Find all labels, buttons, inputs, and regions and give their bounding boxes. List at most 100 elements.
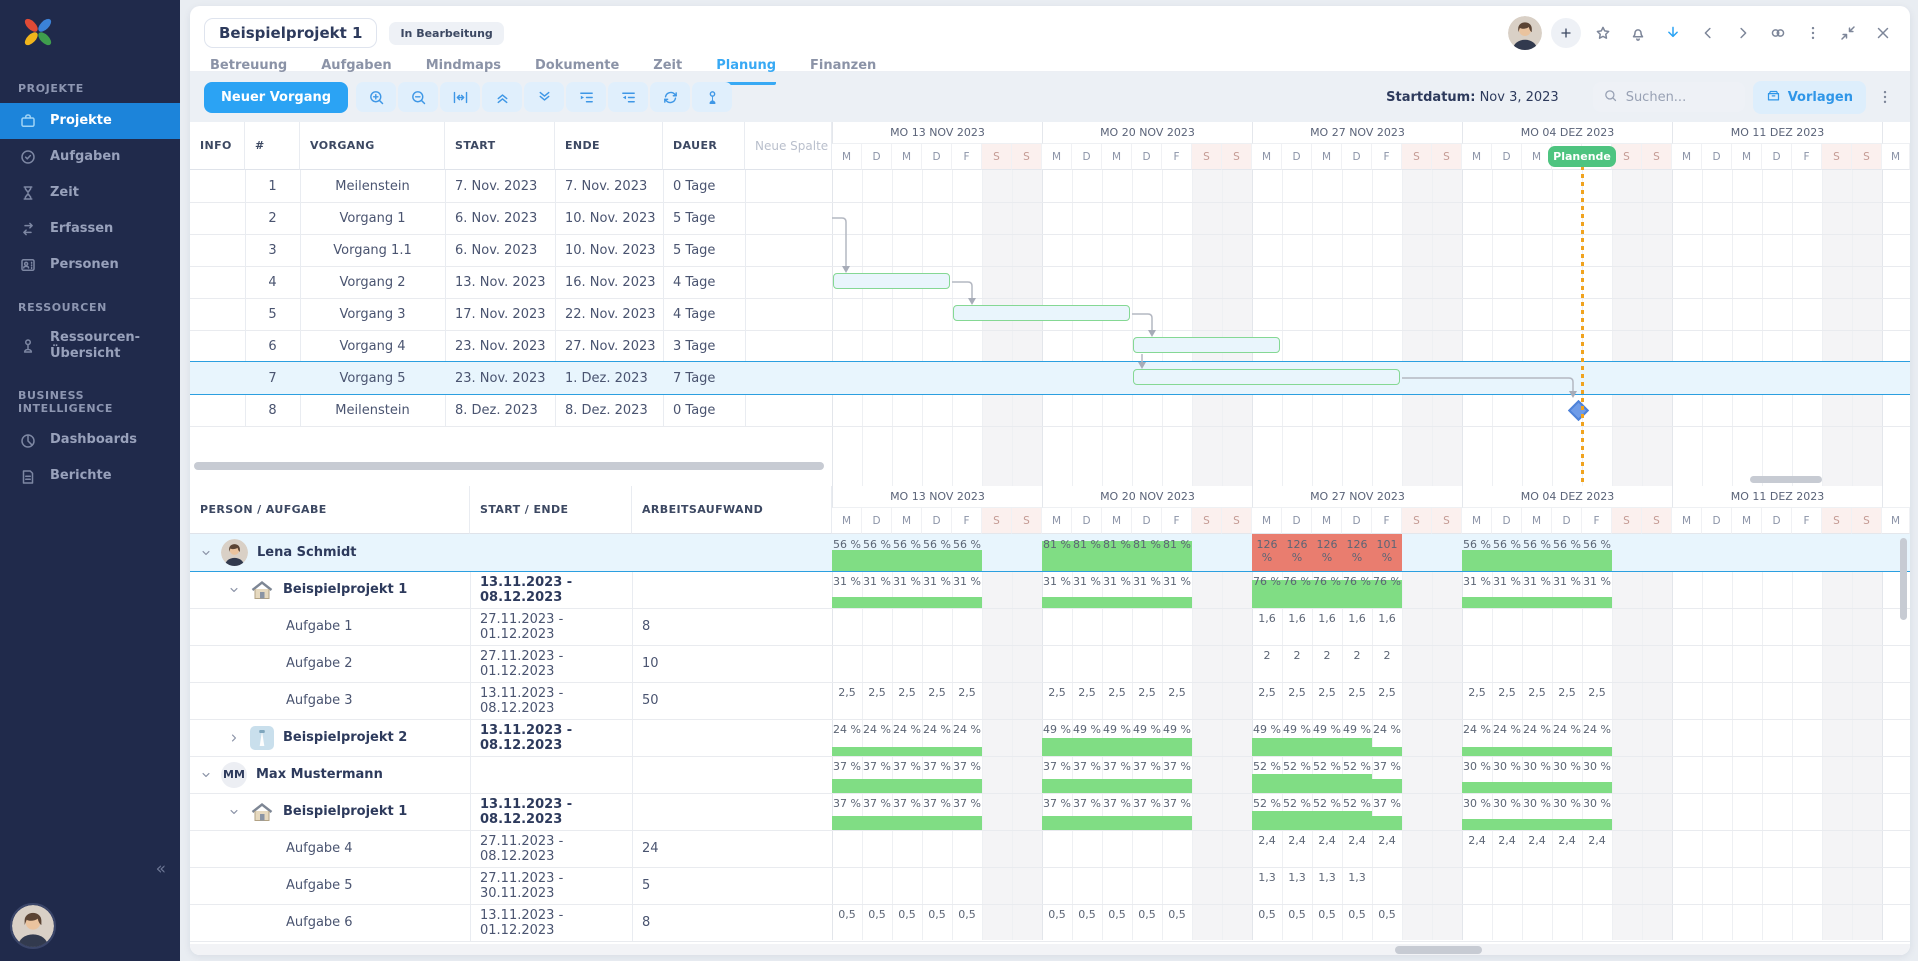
- timeline-day-label: D: [1492, 508, 1522, 534]
- sidebar-item-berichte[interactable]: Berichte: [0, 459, 180, 495]
- collapse-icon[interactable]: [1835, 20, 1861, 46]
- gantt-bar-vorgang-4[interactable]: [1133, 337, 1280, 353]
- resource-row-aufgabe-3[interactable]: Aufgabe 3: [286, 693, 353, 708]
- timeline-day-label: S: [1852, 508, 1882, 534]
- fit-width-button[interactable]: [440, 82, 481, 112]
- assign-resource-button[interactable]: [692, 82, 733, 112]
- sidebar-item-dashboards[interactable]: Dashboards: [0, 423, 180, 459]
- resource-row-beispielprojekt-2[interactable]: Beispielprojekt 2: [190, 719, 470, 756]
- templates-button[interactable]: Vorlagen: [1752, 80, 1866, 114]
- resource-effort: 24: [642, 841, 659, 856]
- timeline-day-label: M: [1672, 508, 1702, 534]
- task-name[interactable]: Meilenstein: [335, 402, 410, 418]
- resource-row-lena-schmidt[interactable]: Lena Schmidt: [190, 534, 470, 571]
- workload-cell: 81 %: [1132, 534, 1162, 571]
- close-icon[interactable]: [1870, 20, 1896, 46]
- task-name[interactable]: Vorgang 5: [339, 370, 406, 386]
- workload-cell: 37 %: [1072, 756, 1102, 793]
- task-end: 8. Dez. 2023: [565, 402, 648, 418]
- row-divider: [190, 756, 1910, 757]
- grid-line: [1582, 534, 1583, 940]
- bell-icon[interactable]: [1625, 20, 1651, 46]
- chevron-right-icon[interactable]: [1730, 20, 1756, 46]
- gantt-bar-vorgang-2[interactable]: [833, 273, 950, 289]
- workload-cell: 49 %: [1252, 719, 1282, 756]
- expand-all-button[interactable]: [524, 82, 565, 112]
- resource-row-aufgabe-6[interactable]: Aufgabe 6: [286, 915, 353, 930]
- resource-row-max-mustermann[interactable]: MM Max Mustermann: [190, 756, 470, 793]
- timeline-day-label: D: [1762, 508, 1792, 534]
- link-icon[interactable]: [1765, 20, 1791, 46]
- chevron-down-icon[interactable]: [227, 583, 241, 597]
- resource-row-aufgabe-2[interactable]: Aufgabe 2: [286, 656, 353, 671]
- tab-zeit[interactable]: Zeit: [653, 58, 683, 73]
- refresh-button[interactable]: [650, 82, 691, 112]
- timeline-day-label: S: [1432, 508, 1462, 534]
- task-end: 7. Nov. 2023: [565, 178, 648, 194]
- chevron-down-icon[interactable]: [199, 546, 213, 560]
- chevron-down-icon[interactable]: [227, 805, 241, 819]
- sidebar-item-erfassen[interactable]: Erfassen: [0, 211, 180, 247]
- user-avatar[interactable]: [1508, 16, 1542, 50]
- zoom-in-button[interactable]: [356, 82, 397, 112]
- resource-row-aufgabe-4[interactable]: Aufgabe 4: [286, 841, 353, 856]
- download-icon[interactable]: [1660, 20, 1686, 46]
- timeline-week-label: MO 11 DEZ 2023: [1672, 122, 1882, 144]
- resource-row-beispielprojekt-1[interactable]: Beispielprojekt 1: [190, 571, 470, 608]
- gantt-bar-vorgang-5[interactable]: [1133, 369, 1400, 385]
- timeline-day-label: M: [832, 508, 862, 534]
- project-title[interactable]: Beispielprojekt 1: [204, 18, 378, 48]
- row-divider: [190, 904, 1910, 905]
- task-name[interactable]: Meilenstein: [335, 178, 410, 194]
- tab-dokumente[interactable]: Dokumente: [535, 58, 620, 73]
- sidebar-item-ressourcen-bersicht[interactable]: Ressourcen-Übersicht: [0, 322, 180, 371]
- resource-row-beispielprojekt-1[interactable]: Beispielprojekt 1: [190, 793, 470, 830]
- horizontal-scrollbar[interactable]: [194, 462, 824, 470]
- search-input[interactable]: Suchen...: [1592, 82, 1745, 112]
- sidebar-item-aufgaben[interactable]: Aufgaben: [0, 139, 180, 175]
- plus-icon[interactable]: [1551, 18, 1581, 48]
- resource-row-aufgabe-1[interactable]: Aufgabe 1: [286, 619, 353, 634]
- new-task-button[interactable]: Neuer Vorgang: [204, 81, 349, 113]
- sidebar-section-label: RESSOURCEN: [18, 301, 107, 314]
- chevron-down-icon[interactable]: [199, 768, 213, 782]
- sidebar-collapse-button[interactable]: «: [155, 859, 166, 879]
- gantt-bar-vorgang-3[interactable]: [953, 305, 1130, 321]
- sidebar-item-zeit[interactable]: Zeit: [0, 175, 180, 211]
- zoom-out-button[interactable]: [398, 82, 439, 112]
- tab-planung[interactable]: Planung: [716, 58, 777, 85]
- search-placeholder: Suchen...: [1625, 89, 1687, 105]
- grid-line: [1732, 534, 1733, 940]
- collapse-all-button[interactable]: [482, 82, 523, 112]
- tab-betreuung[interactable]: Betreuung: [210, 58, 288, 73]
- tab-aufgaben[interactable]: Aufgaben: [321, 58, 392, 73]
- milestone-diamond[interactable]: [1567, 399, 1590, 422]
- outdent-button[interactable]: [608, 82, 649, 112]
- sidebar-item-projekte[interactable]: Projekte: [0, 103, 180, 139]
- task-name[interactable]: Vorgang 1.1: [333, 242, 412, 258]
- task-name[interactable]: Vorgang 1: [339, 210, 406, 226]
- grid-line: [1882, 170, 1883, 486]
- tab-finanzen[interactable]: Finanzen: [810, 58, 877, 73]
- timeline-day-label: S: [1642, 144, 1672, 170]
- gantt-horizontal-scrollbar[interactable]: [1750, 476, 1822, 483]
- task-name[interactable]: Vorgang 3: [339, 306, 406, 322]
- task-name[interactable]: Vorgang 4: [339, 338, 406, 354]
- vertical-scrollbar[interactable]: [1900, 538, 1907, 620]
- sidebar-user-avatar[interactable]: [10, 903, 56, 949]
- chevron-left-icon[interactable]: [1695, 20, 1721, 46]
- workload-cell: 37 %: [922, 793, 952, 830]
- bottom-scrollbar[interactable]: [1395, 946, 1482, 954]
- toolbar-more-icon[interactable]: [1874, 88, 1896, 106]
- tab-mindmaps[interactable]: Mindmaps: [425, 58, 502, 73]
- task-name[interactable]: Vorgang 2: [339, 274, 406, 290]
- sidebar-item-personen[interactable]: Personen: [0, 247, 180, 283]
- workload-cell: 1,3: [1258, 871, 1276, 884]
- star-icon[interactable]: [1590, 20, 1616, 46]
- resource-row-aufgabe-5[interactable]: Aufgabe 5: [286, 878, 353, 893]
- kebab-icon[interactable]: [1800, 20, 1826, 46]
- timeline-day-label: M: [1042, 508, 1072, 534]
- workload-cell: 0,5: [1138, 908, 1156, 921]
- chevron-right-icon[interactable]: [227, 731, 241, 745]
- indent-button[interactable]: [566, 82, 607, 112]
